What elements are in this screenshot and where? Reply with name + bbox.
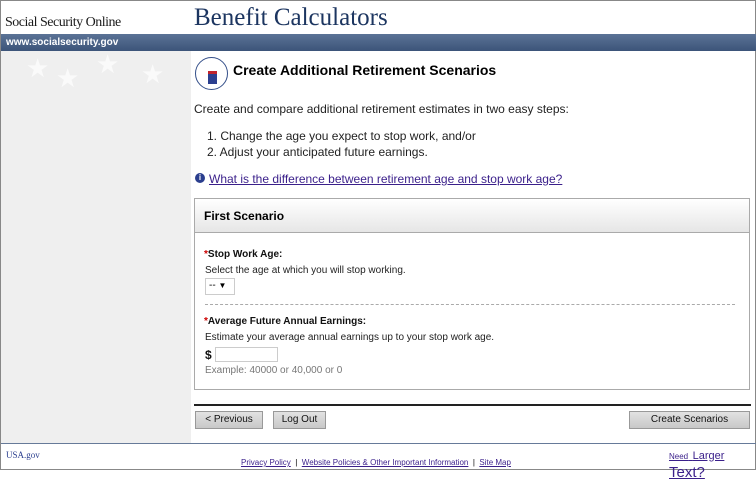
earnings-label: *Average Future Annual Earnings: [204,316,367,327]
stop-age-help: Select the age at which you will stop wo… [205,265,406,276]
policies-link[interactable]: Website Policies & Other Important Infor… [301,458,469,467]
step-1: 1. Change the age you expect to stop wor… [207,129,476,143]
step-2: 2. Adjust your anticipated future earnin… [207,145,428,159]
stop-age-label: *Stop Work Age: [204,249,283,260]
star-decoration: ★ [141,59,165,89]
required-mark: * [204,249,208,260]
privacy-link[interactable]: Privacy Policy [241,458,291,467]
stop-age-select[interactable]: -- ▼ [205,278,235,295]
logout-button[interactable]: Log Out [273,411,326,429]
url-bar: www.socialsecurity.gov [1,34,756,51]
help-link[interactable]: What is the difference between retiremen… [209,172,563,186]
ssa-seal-icon [195,57,228,90]
earnings-help: Estimate your average annual earnings up… [205,332,495,343]
earnings-input[interactable] [215,347,278,362]
chevron-down-icon: ▼ [218,281,227,290]
divider [205,304,735,305]
create-scenarios-button[interactable]: Create Scenarios [629,411,750,429]
info-icon: i [195,173,205,183]
panel-title: First Scenario [195,199,749,233]
earnings-example: Example: 40000 or 40,000 or 0 [205,365,343,376]
footer-links: Privacy Policy | Website Policies & Othe… [241,458,511,467]
app-title: Benefit Calculators [194,4,388,31]
larger-text-link[interactable]: Need Larger Text? [669,450,725,481]
usa-gov-logo[interactable]: USA.gov [6,450,40,460]
page-title: Create Additional Retirement Scenarios [233,62,497,78]
sitemap-link[interactable]: Site Map [479,458,511,467]
star-decoration: ★ [96,49,120,79]
star-decoration: ★ [26,53,50,83]
sidebar: ★ ★ ★ ★ [1,49,191,443]
footer-divider [1,443,756,444]
currency-symbol: $ [205,348,212,362]
site-brand[interactable]: Social Security Online [5,15,121,30]
star-decoration: ★ [56,63,80,93]
scenario-panel: First Scenario *Stop Work Age: Select th… [194,198,750,390]
button-divider [194,404,751,406]
intro-text: Create and compare additional retirement… [194,102,569,116]
previous-button[interactable]: < Previous [195,411,263,429]
